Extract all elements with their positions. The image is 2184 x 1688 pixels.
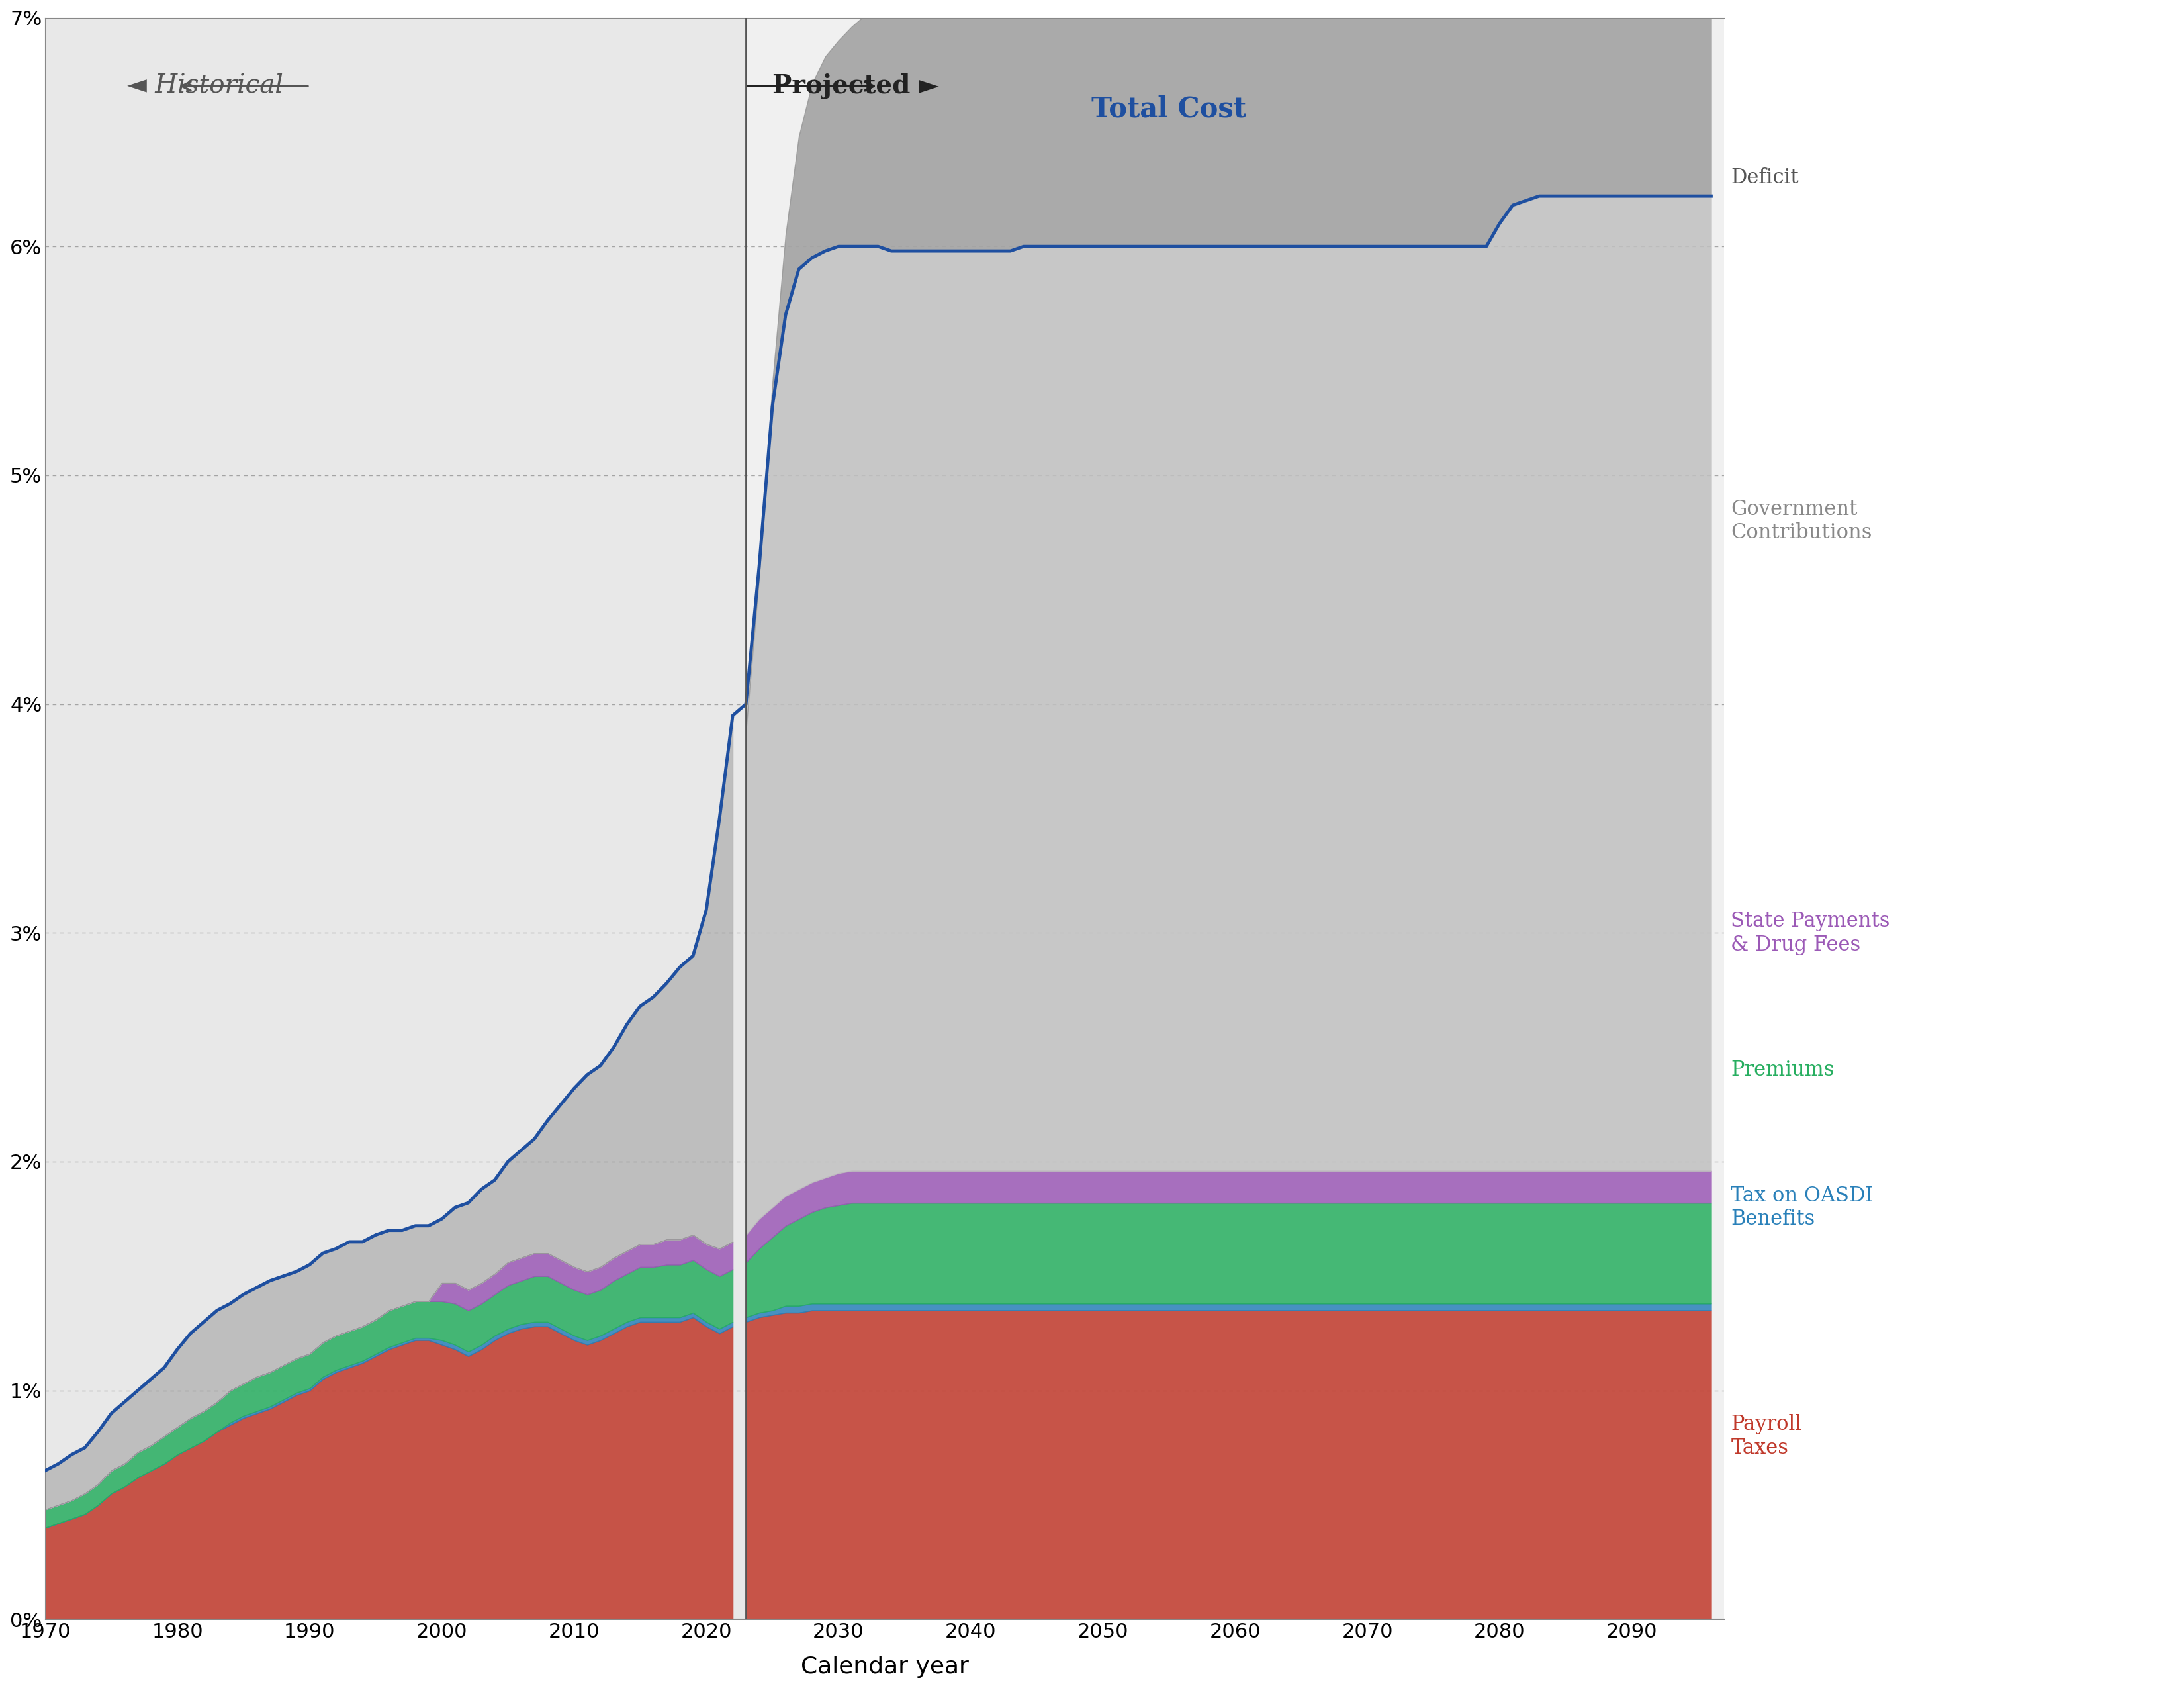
Text: State Payments
& Drug Fees: State Payments & Drug Fees bbox=[1732, 912, 1889, 955]
Text: Payroll
Taxes: Payroll Taxes bbox=[1732, 1415, 1802, 1458]
Text: ◄ Historical: ◄ Historical bbox=[127, 74, 284, 98]
Text: Deficit: Deficit bbox=[1732, 167, 1800, 187]
Text: Projected ►: Projected ► bbox=[773, 74, 939, 100]
Bar bbox=[747, 17, 1725, 1619]
Text: Total Cost: Total Cost bbox=[1092, 95, 1247, 123]
X-axis label: Calendar year: Calendar year bbox=[802, 1656, 970, 1678]
Bar bbox=[46, 17, 747, 1619]
Text: Premiums: Premiums bbox=[1732, 1060, 1835, 1080]
Text: Tax on OASDI
Benefits: Tax on OASDI Benefits bbox=[1732, 1185, 1874, 1229]
Text: Government
Contributions: Government Contributions bbox=[1732, 500, 1872, 544]
